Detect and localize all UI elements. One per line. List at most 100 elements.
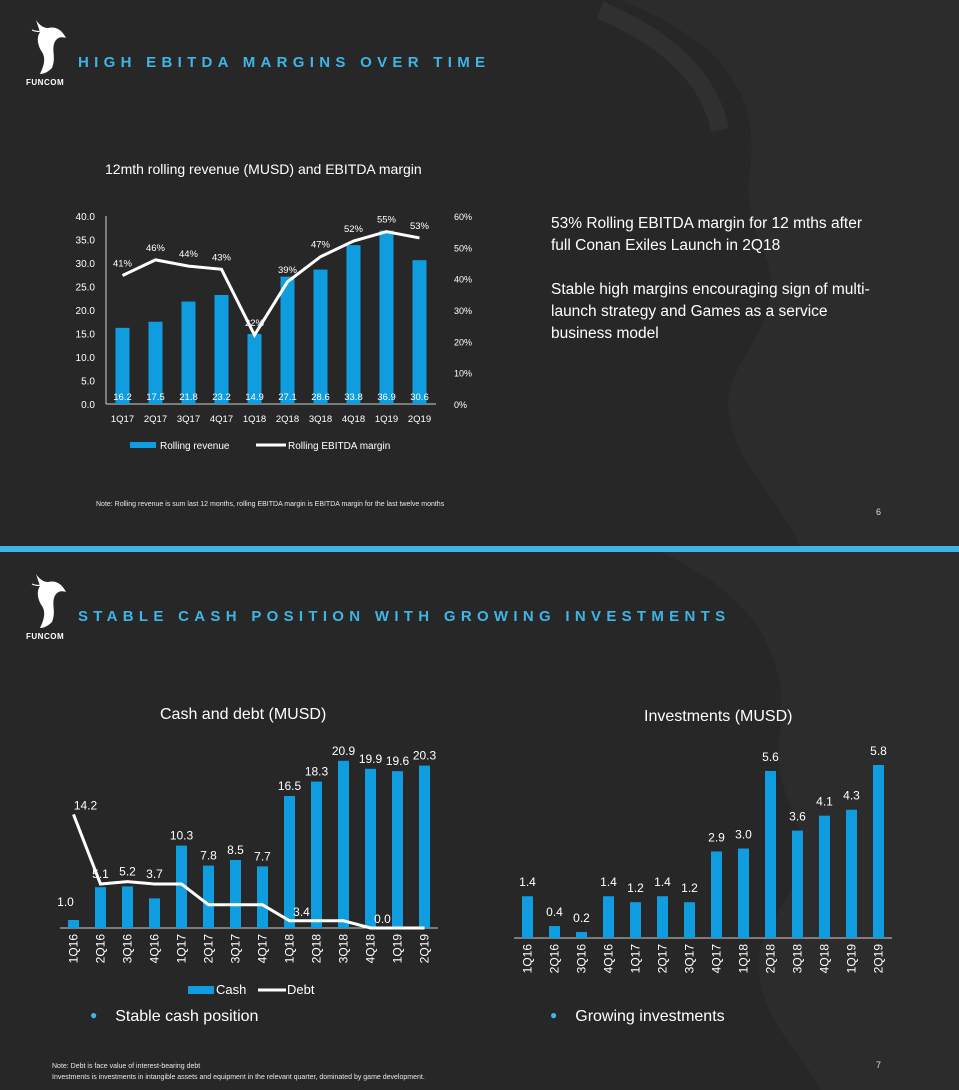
x-tick-label: 2Q16: [94, 934, 108, 964]
x-tick-label: 2Q19: [872, 944, 886, 974]
investment-bar: [522, 896, 533, 938]
y-left-tick-label: 0.0: [81, 400, 95, 411]
cash-data-label: 5.2: [119, 865, 136, 879]
cash-data-label: 19.9: [359, 752, 383, 766]
revenue-bar: [313, 269, 328, 404]
y-right-tick-label: 40%: [454, 275, 472, 285]
summary-text-1: 53% Rolling EBITDA margin for 12 mths af…: [551, 215, 862, 254]
margin-data-label: 41%: [113, 259, 133, 270]
cash-data-label: 3.7: [146, 867, 163, 881]
investment-bar: [603, 896, 614, 938]
cash-debt-chart: 1.05.1 5.2 3.710.37.8 8.5 7.716.518.320.919.…: [57, 744, 438, 997]
investment-data-label: 0.2: [573, 911, 590, 925]
x-tick-label: 1Q18: [243, 414, 266, 425]
x-tick-label: 3Q18: [791, 944, 805, 974]
y-left-tick-label: 5.0: [81, 377, 95, 388]
x-tick-label: 4Q17: [256, 934, 270, 964]
y-right-tick-label: 20%: [454, 337, 472, 347]
cash-bar: [122, 886, 133, 928]
y-left-tick-label: 35.0: [76, 236, 96, 247]
investment-data-label: 0.4: [546, 905, 563, 919]
revenue-data-label: 36.9: [377, 392, 396, 403]
x-tick-label: 2Q19: [408, 414, 431, 425]
x-tick-label: 2Q18: [310, 934, 324, 964]
debt-data-label: 3.4: [293, 905, 310, 919]
investment-bar: [738, 848, 749, 938]
investment-data-label: 1.2: [681, 881, 698, 895]
x-tick-label: 4Q16: [602, 944, 616, 974]
revenue-data-label: 27.1: [278, 392, 297, 403]
x-tick-label: 2Q17: [144, 414, 167, 425]
x-tick-label: 3Q17: [683, 944, 697, 974]
cash-data-label: 1.0: [57, 895, 74, 909]
cash-bar: [311, 781, 322, 928]
x-tick-label: 4Q17: [210, 414, 233, 425]
revenue-data-label: 30.6: [410, 392, 429, 403]
x-tick-label: 1Q17: [629, 944, 643, 974]
x-tick-label: 4Q17: [710, 944, 724, 974]
x-tick-label: 1Q18: [283, 934, 297, 964]
margin-data-label: 47%: [311, 240, 331, 251]
y-right-tick-label: 30%: [454, 306, 472, 316]
cash-data-label: 19.6: [386, 754, 410, 768]
bullet-cash: ● Stable cash position: [90, 1008, 258, 1026]
legend-revenue-swatch: [130, 442, 156, 448]
cash-data-label: 16.5: [278, 779, 302, 793]
x-tick-label: 3Q17: [229, 934, 243, 964]
slide-separator: [0, 546, 959, 552]
y-left-tick-label: 20.0: [76, 306, 96, 317]
brand-name: FUNCOM: [26, 632, 65, 641]
cash-bar: [68, 920, 79, 928]
cash-data-label: 8.5: [227, 843, 244, 857]
investment-data-label: 1.2: [627, 881, 644, 895]
margin-data-label: 22%: [245, 318, 265, 329]
investment-bar: [711, 851, 722, 938]
bullet-cash-text: Stable cash position: [115, 1008, 259, 1025]
revenue-bar: [412, 260, 427, 404]
x-tick-label: 4Q18: [364, 934, 378, 964]
bullet-investments: ● Growing investments: [550, 1008, 725, 1026]
y-left-tick-label: 15.0: [76, 330, 96, 341]
cash-bar: [365, 768, 376, 928]
slide-7: FUNCOM STABLE CASH POSITION WITH GROWING…: [0, 552, 959, 1090]
investment-data-label: 1.4: [519, 875, 536, 889]
y-right-tick-label: 0%: [454, 400, 467, 410]
cash-bar: [284, 796, 295, 928]
margin-data-label: 39%: [278, 265, 298, 276]
x-tick-label: 4Q18: [342, 414, 365, 425]
cash-bar: [230, 860, 241, 928]
footnote: Note: Rolling revenue is sum last 12 mon…: [96, 501, 445, 508]
investment-bar: [576, 932, 587, 938]
x-tick-label: 2Q18: [764, 944, 778, 974]
investment-data-label: 5.6: [762, 750, 779, 764]
bullet-investments-text: Growing investments: [575, 1008, 725, 1025]
cash-data-label: 5.1: [92, 867, 109, 881]
x-tick-label: 3Q18: [309, 414, 332, 425]
summary-text: 53% Rolling EBITDA margin for 12 mths af…: [551, 213, 871, 367]
revenue-data-label: 16.2: [113, 392, 132, 403]
cash-bar: [419, 765, 430, 928]
x-tick-label: 4Q18: [818, 944, 832, 974]
y-left-tick-label: 25.0: [76, 283, 96, 294]
investments-chart: 1.4 0.4 0.2 1.4 1.2 1.4 1.2 2.9 3.0 5.6 3.6 4.1 4.3 5…: [514, 744, 892, 974]
legend-debt-label: Debt: [287, 982, 315, 997]
margin-data-label: 52%: [344, 224, 364, 235]
summary-text-2: Stable high margins encouraging sign of …: [551, 281, 870, 342]
slide-title: STABLE CASH POSITION WITH GROWING INVEST…: [78, 608, 731, 625]
cash-bar: [203, 865, 214, 928]
brand-name: FUNCOM: [26, 78, 65, 87]
revenue-bar: [280, 276, 295, 404]
investment-bar: [846, 809, 857, 938]
x-tick-label: 3Q16: [575, 944, 589, 974]
investments-chart-title: Investments (MUSD): [644, 708, 793, 725]
revenue-bar: [247, 333, 262, 404]
cash-bar: [176, 845, 187, 928]
x-tick-label: 1Q19: [375, 414, 398, 425]
revenue-bar: [346, 245, 361, 404]
debt-data-label: 0.0: [374, 912, 391, 926]
cash-data-label: 7.8: [200, 849, 217, 863]
revenue-bar: [379, 230, 394, 404]
y-right-tick-label: 50%: [454, 243, 472, 253]
cash-data-label: 20.9: [332, 744, 356, 758]
funcom-logo: [26, 16, 72, 78]
